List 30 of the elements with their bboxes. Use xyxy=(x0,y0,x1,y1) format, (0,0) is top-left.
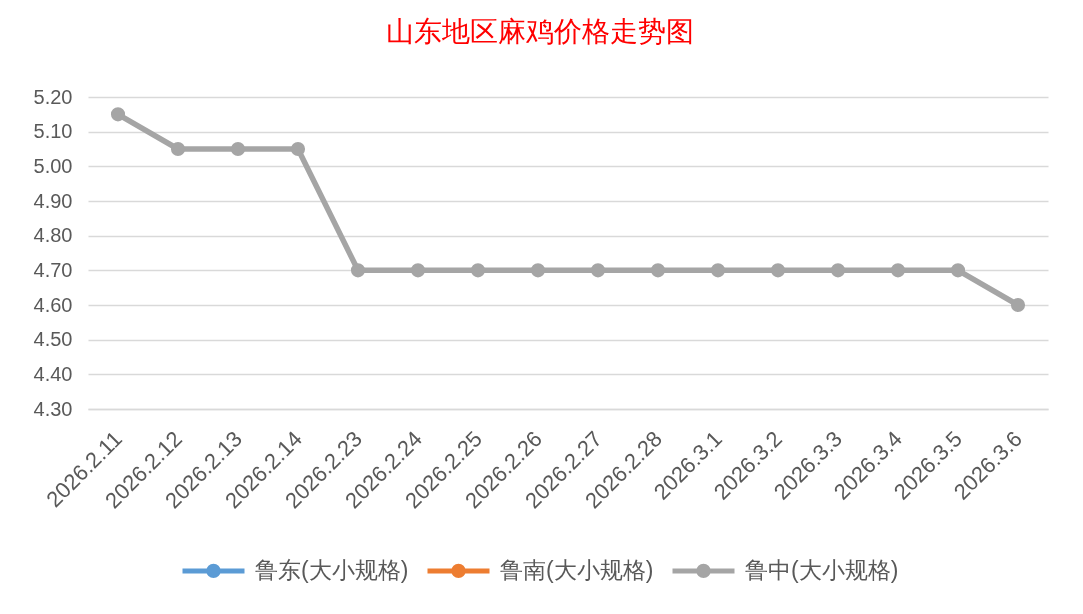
point xyxy=(590,263,606,278)
point xyxy=(410,263,426,278)
point xyxy=(470,263,486,278)
point xyxy=(290,141,306,157)
point xyxy=(1010,297,1026,313)
point xyxy=(710,263,726,278)
point xyxy=(950,263,966,278)
point xyxy=(650,263,666,278)
y-tick-label: 5.10 xyxy=(33,120,73,143)
point xyxy=(230,141,246,157)
y-tick-label: 5.20 xyxy=(33,85,73,108)
y-tick-label: 4.30 xyxy=(33,397,73,420)
y-tick-label: 4.70 xyxy=(33,258,73,281)
legend-label: 鲁南(大小规格) xyxy=(500,556,654,583)
legend-label: 鲁东(大小规格) xyxy=(255,556,409,583)
y-tick-label: 4.90 xyxy=(33,189,73,212)
point xyxy=(530,263,546,278)
point xyxy=(170,141,186,157)
point xyxy=(830,263,846,278)
point xyxy=(890,263,906,278)
y-tick-label: 4.80 xyxy=(33,224,73,247)
y-tick-label: 4.40 xyxy=(33,362,73,385)
y-tick-label: 4.50 xyxy=(33,328,73,351)
y-tick-label: 4.60 xyxy=(33,293,73,316)
chart-title: 山东地区麻鸡价格走势图 xyxy=(386,16,694,47)
point xyxy=(110,107,126,122)
legend-label: 鲁中(大小规格) xyxy=(745,556,899,583)
point xyxy=(350,263,366,278)
point xyxy=(770,263,786,278)
y-tick-label: 5.00 xyxy=(33,154,73,177)
